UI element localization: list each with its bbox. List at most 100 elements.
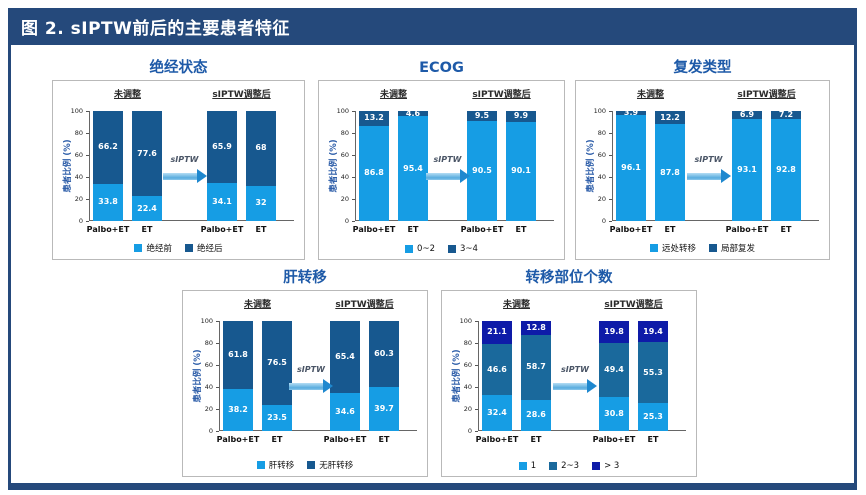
plot-area [355, 111, 554, 221]
y-tick-mark [475, 343, 478, 344]
x-tick-label: ET [255, 225, 267, 234]
bar-value: 21.1 [487, 327, 507, 337]
legend-swatch [549, 462, 558, 470]
bar-segment: 46.6 [482, 344, 512, 396]
bar-value: 19.4 [643, 326, 663, 336]
bar-segment: 95.4 [398, 116, 428, 221]
legend-swatch [185, 244, 193, 252]
bar-value: 61.8 [228, 349, 248, 359]
siptw-arrow-head [720, 169, 731, 183]
legend-label: 1 [530, 461, 537, 471]
y-tick-label: 60 [463, 361, 472, 369]
siptw-arrow [289, 383, 323, 390]
bar-segment: 65.9 [207, 111, 237, 184]
y-tick-label: 80 [463, 339, 472, 347]
bar-segment: 49.4 [599, 342, 629, 398]
y-tick-label: 60 [74, 151, 83, 159]
bar-value: 46.6 [487, 364, 507, 374]
bar-value: 32 [255, 198, 267, 208]
y-tick-label: 0 [601, 217, 606, 225]
bar-value: 77.6 [137, 148, 157, 158]
siptw-arrow-label: sIPTW [170, 155, 199, 164]
y-tick-label: 20 [204, 405, 213, 413]
bar-value: 3.9 [623, 108, 639, 118]
legend: 绝经前 绝经后 [53, 242, 304, 254]
y-tick-label: 100 [459, 317, 472, 325]
bar-value: 60.3 [374, 349, 394, 359]
bar-segment: 90.1 [506, 121, 536, 221]
y-tick-label: 80 [597, 129, 606, 137]
plot-area [612, 111, 819, 221]
bar-value: 90.5 [472, 166, 492, 176]
bar-value: 33.8 [98, 197, 118, 207]
siptw-arrow [425, 173, 460, 180]
bar-segment: 87.8 [655, 124, 685, 221]
bar-value: 28.6 [526, 410, 546, 420]
chart-panel: 患者比例 (%) 0 20 40 60 80 100 未调整 86.8 13.2 Palbo+ET 9… [318, 80, 565, 260]
y-tick-label: 80 [204, 339, 213, 347]
y-tick-mark [475, 431, 478, 432]
x-tick-label: ET [780, 225, 792, 234]
y-tick-mark [86, 221, 89, 222]
group-label: sIPTW调整后 [335, 300, 394, 310]
bar-value: 65.4 [335, 351, 355, 361]
chart-title: ECOG [419, 60, 464, 76]
bar-value: 6.9 [739, 109, 755, 119]
y-tick-mark [609, 177, 612, 178]
group-label: sIPTW调整后 [472, 90, 531, 100]
legend-swatch [448, 245, 456, 253]
figure-title: 图 2. sIPTW前后的主要患者特征 [21, 19, 290, 39]
bar-value: 32.4 [487, 408, 507, 418]
legend-item: 3~4 [448, 244, 478, 254]
chart-panel: 患者比例 (%) 0 20 40 60 80 100 未调整 38.2 61.8 Palbo+ET 2… [182, 290, 428, 477]
y-axis-label: 患者比例 (%) [193, 349, 203, 403]
chart-panel: 患者比例 (%) 0 20 40 60 80 100 未调整 33.8 66.2 Palbo+ET 2… [52, 80, 305, 260]
y-tick-label: 20 [597, 195, 606, 203]
siptw-arrow [686, 173, 721, 180]
y-tick-label: 60 [340, 151, 349, 159]
x-tick-label: ET [647, 435, 659, 444]
y-tick-label: 20 [340, 195, 349, 203]
siptw-arrow-head [323, 379, 333, 393]
x-tick-label: Palbo+ET [592, 435, 636, 444]
siptw-arrow-label: sIPTW [561, 365, 589, 374]
chart-title: 绝经状态 [149, 60, 208, 76]
x-tick-label: Palbo+ET [460, 225, 504, 234]
bar-value: 93.1 [737, 164, 757, 174]
y-tick-label: 20 [463, 405, 472, 413]
y-tick-mark [352, 221, 355, 222]
x-tick-label: Palbo+ET [609, 225, 653, 234]
legend-label: 局部复发 [721, 244, 756, 254]
bar-value: 9.5 [474, 111, 490, 121]
bar-segment: 96.1 [616, 115, 646, 221]
chart-title: 肝转移 [283, 270, 327, 286]
bar-value: 92.8 [776, 164, 796, 174]
group-label: sIPTW调整后 [737, 90, 796, 100]
bar-segment: 90.5 [467, 121, 497, 221]
y-tick-label: 100 [336, 107, 349, 115]
bar-value: 34.1 [212, 197, 232, 207]
siptw-arrow-label: sIPTW [694, 155, 723, 164]
y-tick-label: 40 [340, 173, 349, 181]
y-tick-label: 20 [74, 195, 83, 203]
bar-segment: 28.6 [521, 399, 551, 431]
siptw-arrow-label: sIPTW [297, 365, 325, 374]
legend-label: 肝转移 [268, 461, 295, 471]
group-label: 未调整 [113, 90, 141, 100]
y-tick-mark [86, 177, 89, 178]
siptw-arrow-head [196, 169, 207, 183]
chart-liver-metastasis: 肝转移 患者比例 (%) 0 20 40 60 80 100 未调整 38.2 61.8 Palbo+… [182, 268, 428, 477]
y-tick-mark [216, 365, 219, 366]
bar-segment: 21.1 [482, 320, 512, 345]
y-tick-label: 40 [463, 383, 472, 391]
legend-swatch [307, 461, 316, 469]
x-tick-label: Palbo+ET [86, 225, 130, 234]
bar-value: 30.8 [604, 409, 624, 419]
x-tick-label: ET [515, 225, 527, 234]
bar-value: 7.2 [778, 109, 794, 119]
legend-label: 绝经后 [197, 244, 223, 254]
x-tick-label: ET [664, 225, 676, 234]
bar-segment: 12.2 [655, 111, 685, 125]
legend-label: > 3 [604, 461, 620, 471]
bar-segment: 93.1 [732, 118, 762, 221]
